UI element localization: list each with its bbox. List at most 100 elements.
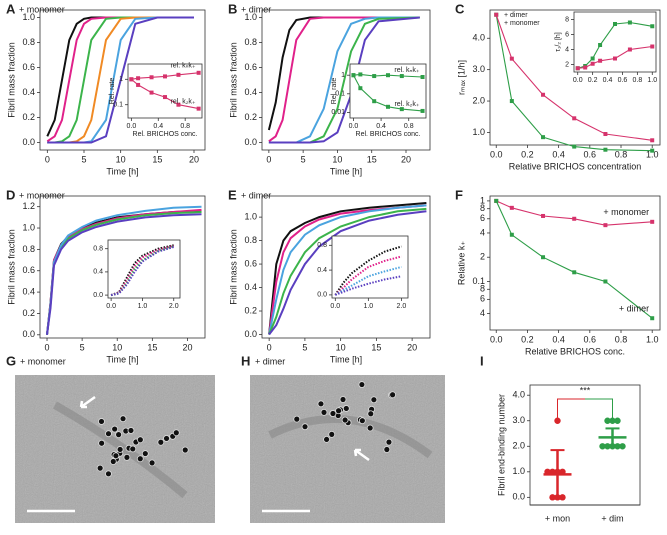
y-tick-label: 0.0 (244, 137, 257, 147)
y-axis-label: rₘₐₓ [1/h] (456, 60, 466, 95)
x-tick-label: + mon (545, 513, 570, 523)
marker (627, 47, 632, 52)
panel-annotation: + dimer (255, 356, 285, 366)
curve (334, 275, 402, 296)
panel-letter: I (480, 353, 484, 368)
gold-particle (320, 408, 328, 416)
y-tick-label: 0.0 (93, 292, 103, 299)
x-tick-label: 0.6 (618, 77, 628, 84)
marker (372, 74, 377, 79)
marker (149, 75, 154, 80)
y-axis-label: τ₁/₂ [h] (555, 32, 562, 52)
gold-particle (367, 410, 375, 418)
marker (163, 95, 167, 100)
bracket-arm (557, 398, 585, 419)
x-tick-label: 20 (182, 342, 192, 352)
dot (614, 417, 621, 424)
y-tick-label: 0.4 (22, 87, 35, 97)
marker (650, 148, 655, 153)
x-tick-label: 0.2 (588, 77, 598, 84)
panel-letter: D (6, 187, 15, 202)
x-tick-label: + dim (601, 513, 623, 523)
marker (399, 74, 404, 79)
y-tick-label: 0.0 (512, 492, 525, 502)
fit-line (495, 200, 653, 319)
gold-particle (123, 453, 131, 461)
x-tick-label: 0.0 (490, 149, 503, 159)
y-tick-label: 2.0 (512, 441, 525, 451)
x-tick-label: 0 (45, 154, 50, 164)
y-tick-label: 1.0 (472, 127, 485, 137)
gold-particle (96, 464, 104, 472)
x-tick-label: 0.6 (584, 334, 597, 344)
y-tick-label: 0.6 (244, 62, 257, 72)
gold-particle (163, 435, 170, 442)
marker (176, 102, 181, 107)
x-tick-label: 1.0 (646, 149, 659, 159)
y-tick-label: 0.8 (93, 246, 103, 253)
y-tick-label: 0.1 (113, 102, 123, 109)
gold-particle (105, 430, 112, 438)
marker (603, 223, 608, 228)
y-tick-label: 0.2 (244, 305, 257, 315)
x-tick-label: 0.4 (153, 123, 163, 130)
panel-annotation: + dimer (241, 190, 271, 200)
curve (110, 244, 174, 297)
series-label: rel. kₙk₊ (394, 67, 419, 74)
panel-letter: E (228, 187, 237, 202)
marker (650, 316, 655, 321)
series-label: + dimer (619, 304, 649, 314)
y-tick-label: 1 (480, 195, 485, 205)
x-tick-label: 0 (45, 342, 50, 352)
marker (603, 132, 608, 137)
panel-annotation: + monomer (19, 4, 65, 14)
x-axis-label: Time [h] (330, 166, 362, 176)
gold-particle (157, 438, 165, 446)
marker (509, 99, 514, 104)
y-tick-label: 6 (480, 294, 485, 304)
y-tick-label: 4 (480, 227, 485, 237)
y-tick-label: 0.2 (22, 308, 35, 318)
x-tick-label: 1.0 (647, 77, 657, 84)
marker (541, 213, 546, 218)
gold-particle (148, 459, 156, 467)
y-tick-label: 4.0 (512, 390, 525, 400)
y-tick-label: 1 (341, 72, 345, 79)
curve (268, 207, 427, 335)
x-tick-label: 10 (112, 342, 122, 352)
marker (163, 74, 167, 79)
x-tick-label: 15 (147, 342, 157, 352)
y-tick-label: 2 (480, 252, 485, 262)
gold-particle (293, 415, 301, 423)
x-tick-label: 0.8 (180, 123, 190, 130)
x-tick-label: 5 (301, 154, 306, 164)
gold-particle (105, 470, 112, 478)
marker (420, 75, 425, 80)
gold-particle (317, 400, 325, 408)
marker (650, 138, 655, 143)
x-tick-label: 1.0 (646, 334, 659, 344)
y-tick-label: 8 (480, 284, 485, 294)
y-tick-label: 0.6 (244, 258, 257, 268)
y-tick-label: 0.6 (22, 62, 35, 72)
marker (509, 205, 514, 210)
gold-particle (389, 391, 397, 399)
y-tick-label: 1.2 (22, 201, 35, 211)
curve (334, 255, 402, 296)
marker (583, 65, 588, 70)
gold-particle (358, 417, 366, 425)
gold-particle (181, 446, 189, 454)
series-label: rel. kₙk₊ (170, 63, 195, 70)
panel-letter: G (6, 353, 16, 368)
x-tick-label: 0.0 (349, 123, 359, 130)
panel-letter: H (241, 353, 250, 368)
marker (613, 56, 617, 61)
gold-particle (98, 439, 106, 447)
y-tick-label: 0.2 (244, 112, 257, 122)
x-tick-label: 0.2 (521, 334, 534, 344)
micrograph-grain (15, 375, 215, 523)
x-axis-label: Relative BRICHOS conc. (525, 346, 625, 356)
panel-letter: A (6, 1, 16, 16)
x-tick-label: 2.0 (169, 303, 179, 310)
